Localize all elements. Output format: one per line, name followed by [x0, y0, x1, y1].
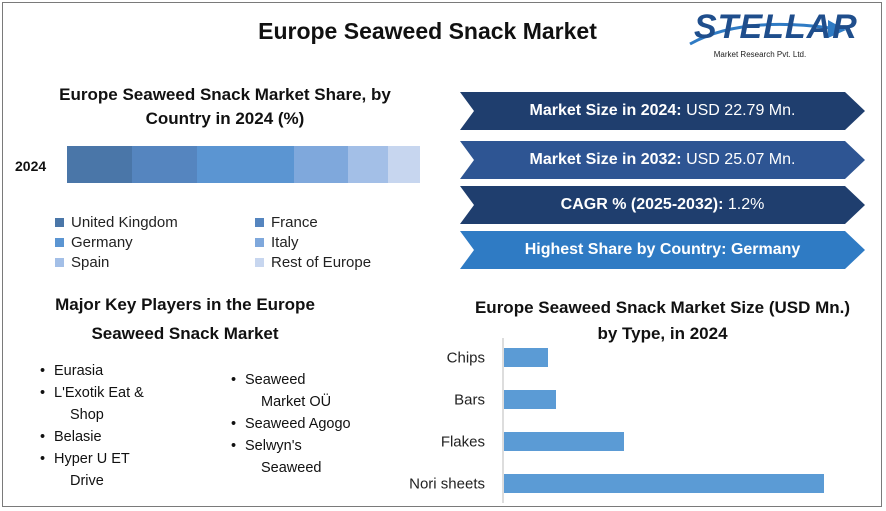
legend-label: Germany	[71, 234, 133, 251]
legend-item: Rest of Europe	[255, 254, 371, 271]
legend-item: United Kingdom	[55, 214, 178, 231]
bullet-icon: •	[40, 429, 46, 445]
stat-banner: CAGR % (2025-2032): 1.2%	[460, 186, 865, 224]
logo-name: STELLAR	[694, 8, 858, 46]
legend-item: Italy	[255, 234, 299, 251]
category-label: Bars	[454, 392, 485, 409]
key-player-name: Eurasia	[54, 363, 104, 379]
arrow-shape	[460, 92, 865, 130]
key-player-item: • Hyper U ET Drive	[40, 448, 210, 492]
stellar-logo: STELLAR Market Research Pvt. Ltd.	[680, 6, 860, 66]
legend-swatch	[55, 258, 64, 267]
key-player-name: Seaweed Agogo	[245, 416, 351, 432]
stack-segment-germany	[196, 146, 294, 183]
key-player-item: • Belasie	[40, 426, 210, 448]
stat-value: USD 22.79 Mn.	[681, 102, 796, 119]
key-player-name-cont: Seaweed	[261, 460, 322, 476]
type-chart-title-line1: Europe Seaweed Snack Market Size (USD Mn…	[474, 298, 851, 317]
arrow-shape	[460, 231, 865, 269]
stack-segment-italy	[293, 146, 348, 183]
bullet-icon: •	[231, 416, 237, 432]
stat-banner: Market Size in 2024: USD 22.79 Mn.	[460, 92, 865, 130]
key-player-name-cont: Shop	[70, 407, 104, 423]
type-chart-title: Europe Seaweed Snack Market Size (USD Mn…	[440, 295, 885, 347]
stat-text: Market Size in 2024: USD 22.79 Mn.	[460, 92, 865, 130]
logo-subtitle: Market Research Pvt. Ltd.	[713, 50, 807, 59]
key-player-name-cont: Market OÜ	[261, 394, 332, 410]
legend-swatch	[255, 218, 264, 227]
legend-label: Italy	[271, 234, 299, 251]
stack-segment-spain	[347, 146, 388, 183]
stat-text: CAGR % (2025-2032): 1.2%	[460, 186, 865, 224]
key-player-item: • Seaweed Market OÜ	[231, 369, 391, 413]
bullet-icon: •	[231, 372, 237, 388]
arrow-shape	[460, 186, 865, 224]
stack-segment-united-kingdom	[67, 146, 132, 183]
key-players-column-1: • Eurasia • L'Exotik Eat & Shop • Belasie • Hype…	[40, 360, 210, 492]
stack-segment-rest-of-europe	[387, 146, 420, 183]
swoosh-icon	[689, 20, 846, 46]
bullet-icon: •	[40, 451, 46, 467]
key-player-name: Selwyn's	[245, 438, 302, 454]
legend-label: France	[271, 214, 318, 231]
bar-chips	[504, 348, 548, 367]
stat-banner: Market Size in 2032: USD 25.07 Mn.	[460, 141, 865, 179]
key-player-name: L'Exotik Eat &	[54, 385, 144, 401]
legend-swatch	[55, 218, 64, 227]
bar-flakes	[504, 432, 624, 451]
key-player-item: • Eurasia	[40, 360, 210, 382]
arrow-shape	[460, 141, 865, 179]
stat-value: USD 25.07 Mn.	[681, 151, 796, 168]
legend-item: Spain	[55, 254, 109, 271]
bar-bars	[504, 390, 556, 409]
legend-label: United Kingdom	[71, 214, 178, 231]
stat-text: Market Size in 2032: USD 25.07 Mn.	[460, 141, 865, 179]
bullet-icon: •	[40, 385, 46, 401]
stat-label: Market Size in 2032:	[529, 151, 682, 168]
stat-banner: Highest Share by Country: Germany	[460, 231, 865, 269]
category-label: Flakes	[441, 434, 485, 451]
legend-swatch	[255, 238, 264, 247]
legend-label: Spain	[71, 254, 110, 271]
bullet-icon: •	[231, 438, 237, 454]
legend-item: Germany	[55, 234, 133, 251]
stat-text: Highest Share by Country: Germany	[460, 231, 865, 269]
bullet-icon: •	[40, 363, 46, 379]
key-player-name: Seaweed	[245, 372, 306, 388]
stack-segment-france	[131, 146, 197, 183]
stat-value: 1.2%	[723, 196, 765, 213]
stat-label: CAGR % (2025-2032):	[560, 196, 724, 213]
category-label: Nori sheets	[409, 476, 485, 493]
key-player-name-cont: Drive	[70, 473, 104, 489]
category-label: Chips	[447, 350, 485, 367]
key-players-title-line1: Major Key Players in the Europe	[55, 295, 315, 314]
stat-label: Highest Share by Country: Germany	[524, 241, 801, 258]
key-player-name: Hyper U ET	[54, 451, 130, 467]
key-players-column-2: • Seaweed Market OÜ • Seaweed Agogo • Selwyn's…	[231, 369, 391, 479]
key-player-name: Belasie	[54, 429, 102, 445]
stat-label: Market Size in 2024:	[529, 102, 682, 119]
share-chart-title: Europe Seaweed Snack Market Share, by Co…	[59, 85, 391, 128]
type-chart-title-line2: by Type, in 2024	[597, 324, 728, 343]
legend-swatch	[255, 258, 264, 267]
key-player-item: • Seaweed Agogo	[231, 413, 391, 435]
bar-nori-sheets	[504, 474, 824, 493]
legend-swatch	[55, 238, 64, 247]
key-player-item: • Selwyn's Seaweed	[231, 435, 391, 479]
page-title: Europe Seaweed Snack Market	[258, 18, 597, 44]
legend-item: France	[255, 214, 318, 231]
key-players-title: Major Key Players in the Europe Seaweed …	[30, 290, 340, 348]
stacked-bar	[67, 146, 420, 183]
key-player-item: • L'Exotik Eat & Shop	[40, 382, 210, 426]
legend-label: Rest of Europe	[271, 254, 372, 271]
key-players-title-line2: Seaweed Snack Market	[91, 324, 279, 343]
type-bar-chart: Chips Bars Flakes Nori sheets	[409, 338, 824, 503]
share-chart-row-label: 2024	[15, 158, 47, 174]
